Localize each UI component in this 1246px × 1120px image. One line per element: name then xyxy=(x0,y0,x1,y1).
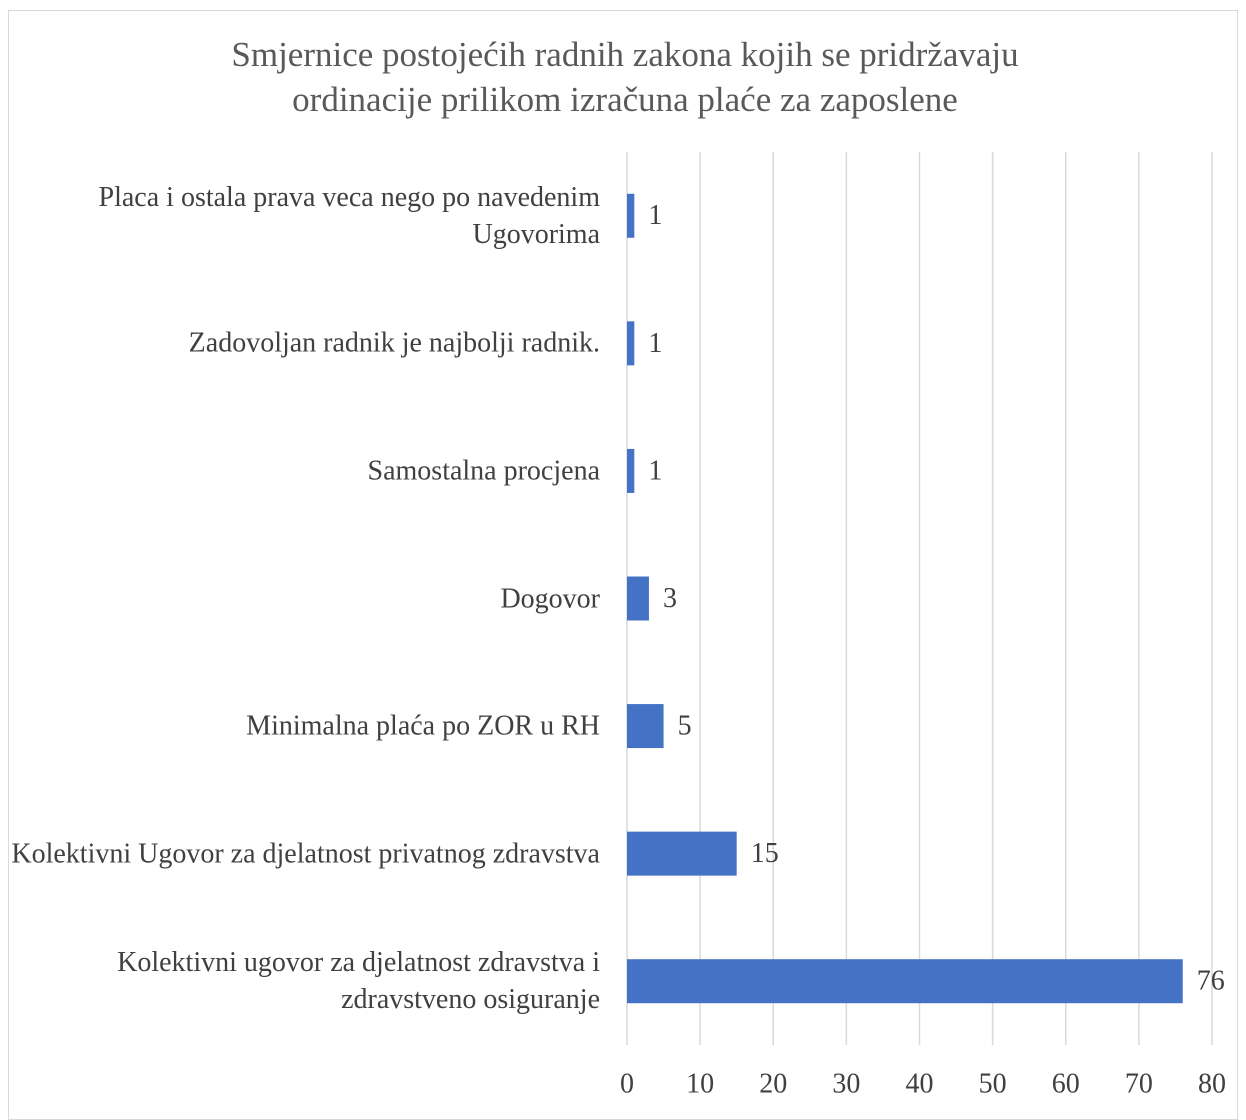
y-tick-label: Zadovoljan radnik je najbolji radnik. xyxy=(188,327,600,359)
data-label: 76 xyxy=(1197,966,1225,997)
y-tick-label: Dogovor xyxy=(500,583,600,614)
bar xyxy=(627,448,635,493)
bar xyxy=(627,576,649,621)
y-tick-label: Kolektivni ugovor za djelatnost zdravstv… xyxy=(117,947,600,1016)
data-label: 1 xyxy=(648,455,662,486)
x-tick-label: 80 xyxy=(1198,1068,1226,1099)
x-tick-label: 50 xyxy=(979,1068,1007,1099)
y-tick-label: Minimalna plaća po ZOR u RH xyxy=(246,710,600,742)
x-tick-label: 70 xyxy=(1125,1068,1153,1099)
data-label: 1 xyxy=(648,200,662,231)
data-label: 3 xyxy=(663,583,677,614)
data-label: 5 xyxy=(678,710,692,741)
x-tick-label: 40 xyxy=(906,1068,934,1099)
data-label: 1 xyxy=(648,328,662,359)
chart-title: Smjernice postojećih radnih zakona kojih… xyxy=(231,35,1019,119)
x-tick-label: 10 xyxy=(686,1068,714,1099)
bar xyxy=(627,831,737,876)
x-tick-label: 60 xyxy=(1052,1068,1080,1099)
bar xyxy=(627,959,1183,1004)
y-tick-label: Samostalna procjena xyxy=(367,455,600,487)
x-tick-label: 0 xyxy=(620,1068,634,1099)
x-tick-label: 30 xyxy=(832,1068,860,1099)
x-tick-label: 20 xyxy=(759,1068,787,1099)
bar xyxy=(627,193,635,238)
y-tick-label: Placa i ostala prava veca nego po navede… xyxy=(98,181,600,250)
data-label: 15 xyxy=(751,838,779,869)
bar xyxy=(627,704,664,749)
y-tick-label: Kolektivni Ugovor za djelatnost privatno… xyxy=(11,838,600,870)
bar xyxy=(627,321,635,366)
